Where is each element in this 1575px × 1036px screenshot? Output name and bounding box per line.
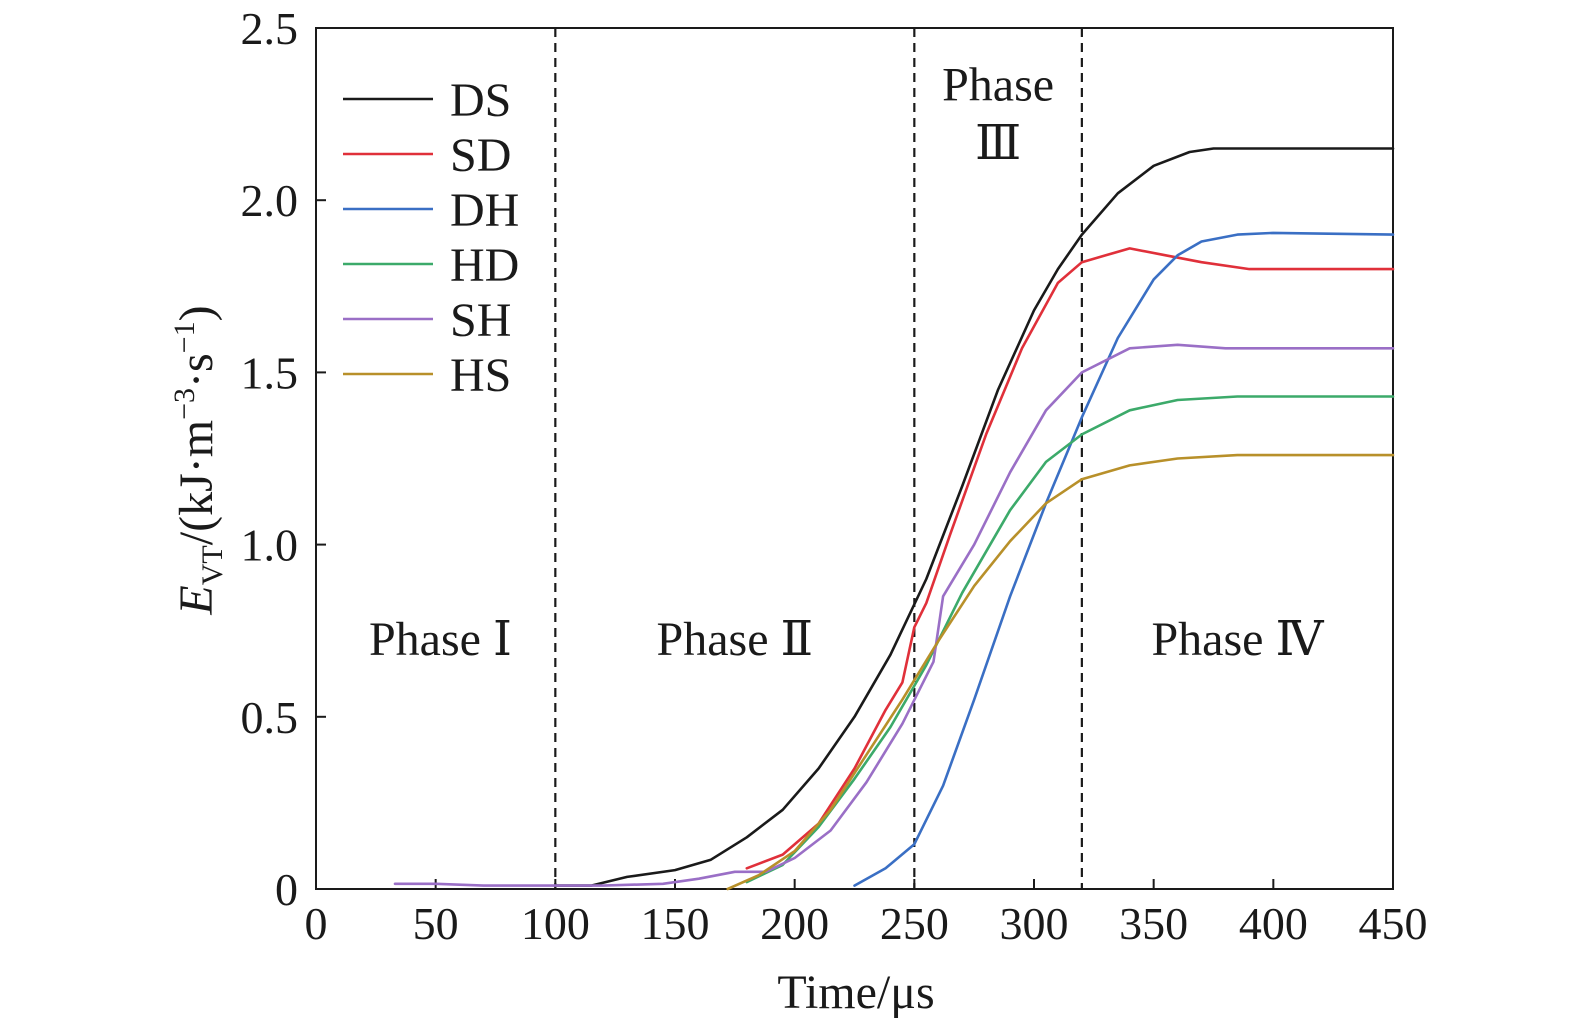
y-axis-title: EVT/(kJ·m−3·s−1) [168, 305, 229, 615]
tick-labels: 0 50 100 150 200 250 300 350 400 450 0 0.5 1.0 1.5 2.0… [241, 3, 1428, 949]
phase-label: Ⅲ [975, 117, 1021, 170]
series-line-hd [745, 395, 1395, 884]
series-lines [393, 147, 1395, 891]
y-tick-label: 1.0 [241, 520, 299, 571]
x-tick-label: 400 [1239, 898, 1308, 949]
phase-label: Phase Ⅱ [657, 613, 814, 666]
series-line-ds [554, 147, 1395, 887]
x-tick-label: 150 [641, 898, 710, 949]
legend-label-sd: SD [450, 129, 511, 182]
phase-boundaries [554, 28, 1083, 889]
series-line-sh [393, 343, 1395, 887]
phase-label: Phase Ⅳ [1151, 613, 1324, 666]
plot-frame [315, 27, 1394, 890]
x-tick-label: 50 [413, 898, 459, 949]
series-line-sd [745, 247, 1395, 870]
phase-labels: Phase Ⅰ Phase Ⅱ Phase Ⅲ Phase Ⅳ [369, 58, 1324, 665]
x-tick-label: 450 [1359, 898, 1428, 949]
y-tick-label: 0 [275, 864, 298, 915]
y-tick-label: 2.0 [241, 175, 299, 226]
y-tick-label: 0.5 [241, 692, 299, 743]
series-line-hs [726, 453, 1395, 891]
phase-label: Phase [942, 58, 1054, 111]
x-tick-label: 300 [1000, 898, 1069, 949]
phase-label: Phase Ⅰ [369, 613, 512, 666]
x-tick-label: 250 [880, 898, 949, 949]
x-tick-label: 350 [1119, 898, 1188, 949]
legend-label-ds: DS [450, 74, 511, 127]
legend-label-hs: HS [450, 349, 511, 402]
legend-label-dh: DH [450, 184, 519, 237]
x-axis-title: Time/μs [777, 966, 934, 1019]
x-tick-label: 100 [521, 898, 590, 949]
y-tick-label: 1.5 [241, 347, 299, 398]
x-tick-label: 200 [760, 898, 829, 949]
y-tick-label: 2.5 [241, 3, 299, 54]
x-tick-label: 0 [305, 898, 328, 949]
legend-label-sh: SH [450, 294, 511, 347]
series-line-dh [853, 231, 1395, 887]
axes [315, 27, 1394, 890]
legend-label-hd: HD [450, 239, 519, 292]
